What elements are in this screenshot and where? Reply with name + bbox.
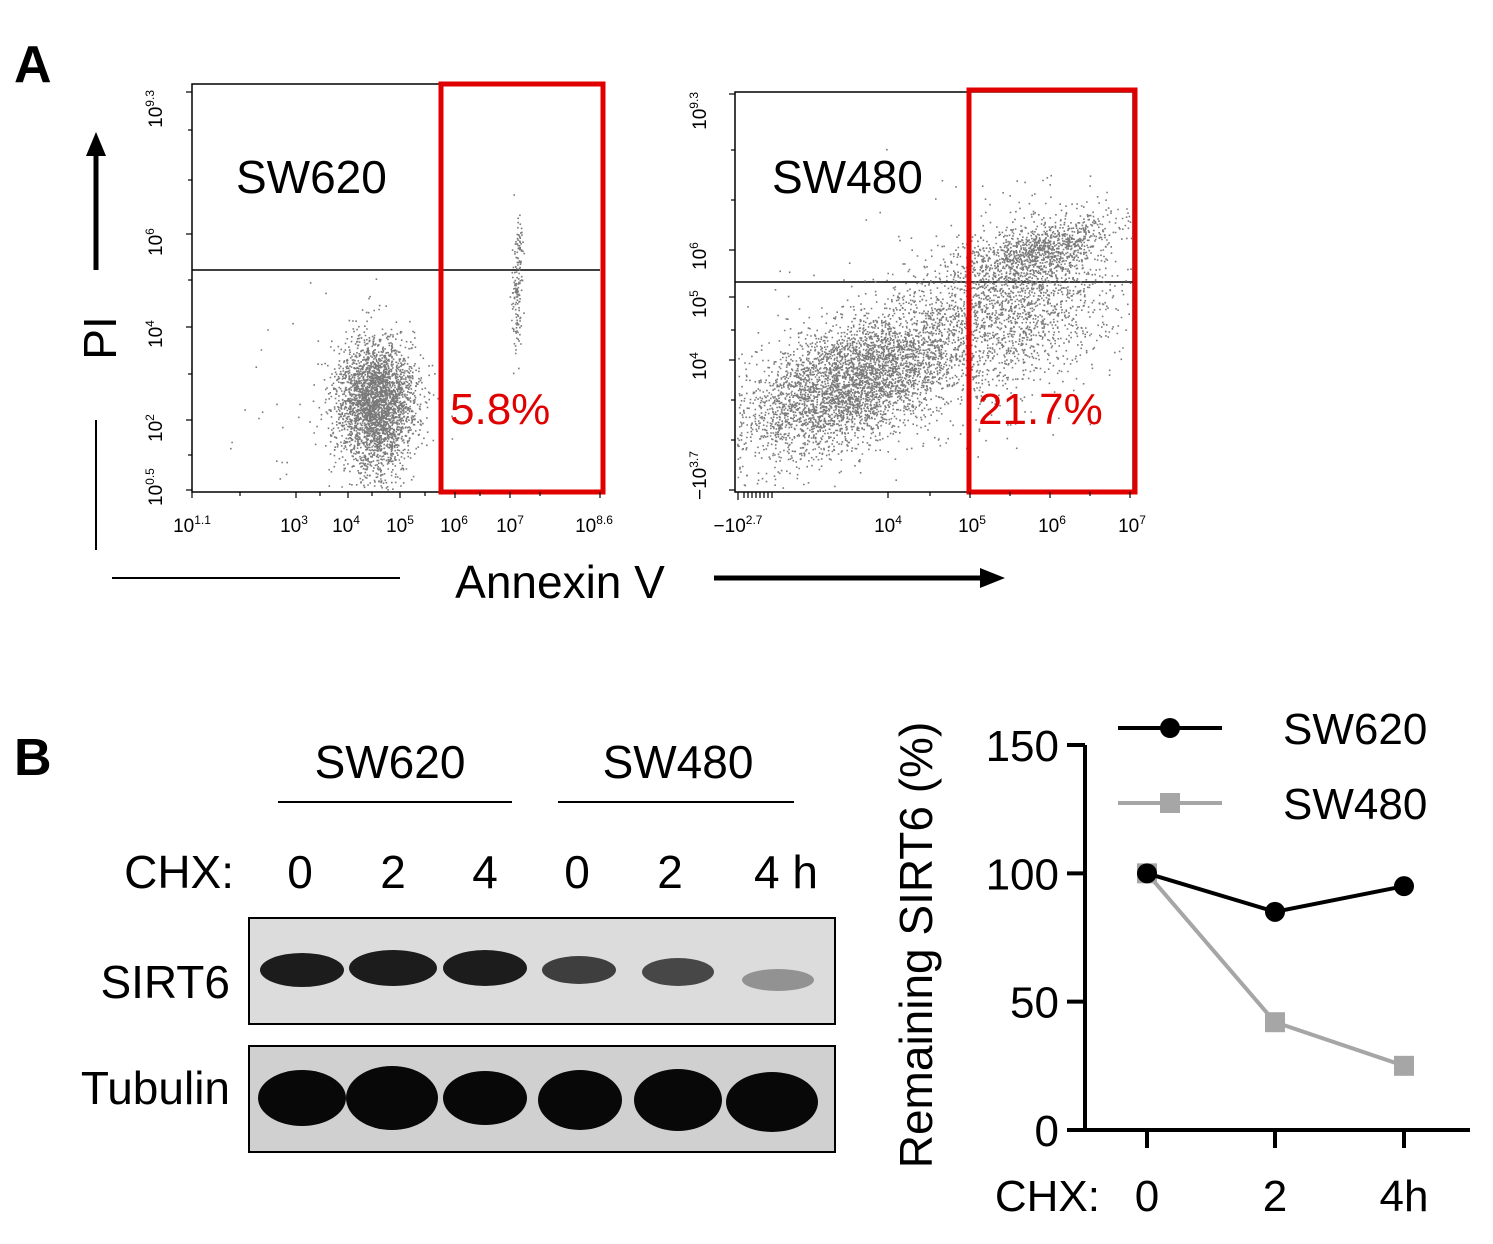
y-tick-marks	[186, 91, 192, 491]
y-tick-label: −103.7	[687, 451, 711, 500]
timepoint-label: 2	[657, 846, 683, 898]
timepoint-label: 0	[564, 846, 590, 898]
y-axis-title: Remaining SIRT6 (%)	[890, 722, 942, 1169]
apoptosis-gate	[966, 87, 1138, 495]
event-cluster	[737, 237, 1059, 489]
pi-axis-indicator	[86, 132, 106, 550]
legend-marker	[1160, 718, 1180, 738]
x-tick-label: −102.7	[714, 513, 763, 537]
data-point-sw620	[1137, 863, 1157, 884]
x-tick-label: 104	[874, 513, 902, 537]
legend-marker	[1160, 793, 1180, 813]
sirt6-line-chart: Remaining SIRT6 (%) 0 50 100 150 0 2 4h CHX: S…	[890, 705, 1470, 1221]
x-tick-label: 0	[1135, 1172, 1159, 1221]
x-axis-title: CHX:	[995, 1172, 1100, 1221]
group-label-sw620: SW620	[315, 736, 466, 788]
data-point-sw480	[1265, 1012, 1285, 1033]
event-cluster	[908, 201, 1133, 299]
x-tick-marks	[737, 492, 1131, 500]
band	[349, 950, 437, 986]
x-tick-label: 107	[496, 513, 524, 537]
y-tick-label: 100	[986, 850, 1059, 899]
event-cluster	[230, 282, 454, 488]
chart-legend: SW620 SW480	[1118, 705, 1427, 829]
x-tick-label: 106	[1038, 513, 1066, 537]
y-tick-marks	[729, 93, 735, 491]
pi-axis-title: PI	[74, 316, 126, 359]
band	[260, 953, 344, 987]
x-tick-label: 103	[280, 513, 308, 537]
row-label-sirt6: SIRT6	[100, 956, 230, 1008]
x-tick-label: 104	[332, 513, 360, 537]
y-tick-label: 106	[687, 242, 711, 270]
band	[258, 1070, 346, 1126]
x-tick-label: 106	[440, 513, 468, 537]
treatment-label: CHX:	[124, 846, 234, 898]
cell-line-label: SW620	[236, 151, 387, 203]
y-tick-label: 109.3	[143, 90, 167, 128]
band	[538, 1070, 622, 1130]
chart-series	[1137, 863, 1414, 1076]
y-tick-label: 105	[687, 290, 711, 318]
x-tick-label: 105	[386, 513, 414, 537]
event-cluster	[509, 194, 525, 375]
gate-percent: 21.7%	[978, 385, 1103, 434]
event-cluster	[292, 278, 453, 489]
x-tick-label: 105	[958, 513, 986, 537]
sirt6-blot	[248, 917, 836, 1025]
timepoint-label: 0	[287, 846, 313, 898]
y-tick-label: 0	[1035, 1107, 1059, 1156]
western-blot: SW620 SW480 CHX: 0 2 4 0 2 4 h SIRT6 Tub…	[81, 736, 836, 1153]
band	[542, 956, 616, 984]
tubulin-blot	[248, 1045, 836, 1153]
annexin-axis-title: Annexin V	[455, 556, 665, 608]
group-label-sw480: SW480	[603, 736, 754, 788]
y-tick-label: 100.5	[143, 468, 167, 506]
flow-plot-sw480: SW480 21.7% 109.3 106 105 104 −103.7 −10…	[687, 87, 1146, 537]
y-tick-label: 106	[143, 228, 167, 256]
band	[634, 1069, 722, 1131]
timepoint-label: 2	[380, 846, 406, 898]
event-dots	[230, 194, 526, 491]
cell-line-label: SW480	[772, 151, 923, 203]
y-tick-label: 104	[687, 352, 711, 380]
x-tick-label: 2	[1263, 1172, 1287, 1221]
y-tick-label: 50	[1010, 979, 1059, 1028]
band	[642, 958, 714, 986]
x-tick-label: 107	[1118, 513, 1146, 537]
band	[726, 1072, 818, 1132]
y-tick-label: 109.3	[687, 92, 711, 130]
legend-label: SW480	[1283, 780, 1427, 829]
timepoint-label: 4 h	[754, 846, 818, 898]
panel-a-letter: A	[14, 36, 52, 94]
gate-percent: 5.8%	[450, 385, 550, 434]
event-cluster	[515, 214, 526, 275]
x-tick-marks	[191, 492, 601, 498]
row-label-tubulin: Tubulin	[81, 1062, 230, 1114]
timepoint-label: 4	[472, 846, 498, 898]
band	[346, 1066, 438, 1130]
x-tick-label: 4h	[1380, 1172, 1429, 1221]
y-tick-label: 102	[143, 414, 167, 442]
data-point-sw620	[1265, 901, 1285, 922]
apoptosis-gate	[438, 81, 606, 495]
data-point-sw620	[1394, 876, 1414, 897]
x-tick-label: 101.1	[173, 513, 211, 537]
band	[443, 1071, 527, 1125]
band	[742, 969, 814, 991]
y-tick-label: 150	[986, 722, 1059, 771]
chart-axes: 0 50 100 150 0 2 4h	[986, 722, 1470, 1221]
data-point-sw480	[1394, 1055, 1414, 1076]
annexin-axis-indicator	[112, 568, 1005, 588]
y-tick-label: 104	[143, 320, 167, 348]
x-tick-label: 108.6	[575, 513, 613, 537]
event-dots	[737, 148, 1133, 489]
panel-b-letter: B	[14, 729, 52, 787]
band	[443, 950, 527, 986]
flow-plot-sw620: SW620 5.8% 109.3 106 104 102 100.5 101.1…	[143, 81, 613, 537]
legend-label: SW620	[1283, 705, 1427, 754]
